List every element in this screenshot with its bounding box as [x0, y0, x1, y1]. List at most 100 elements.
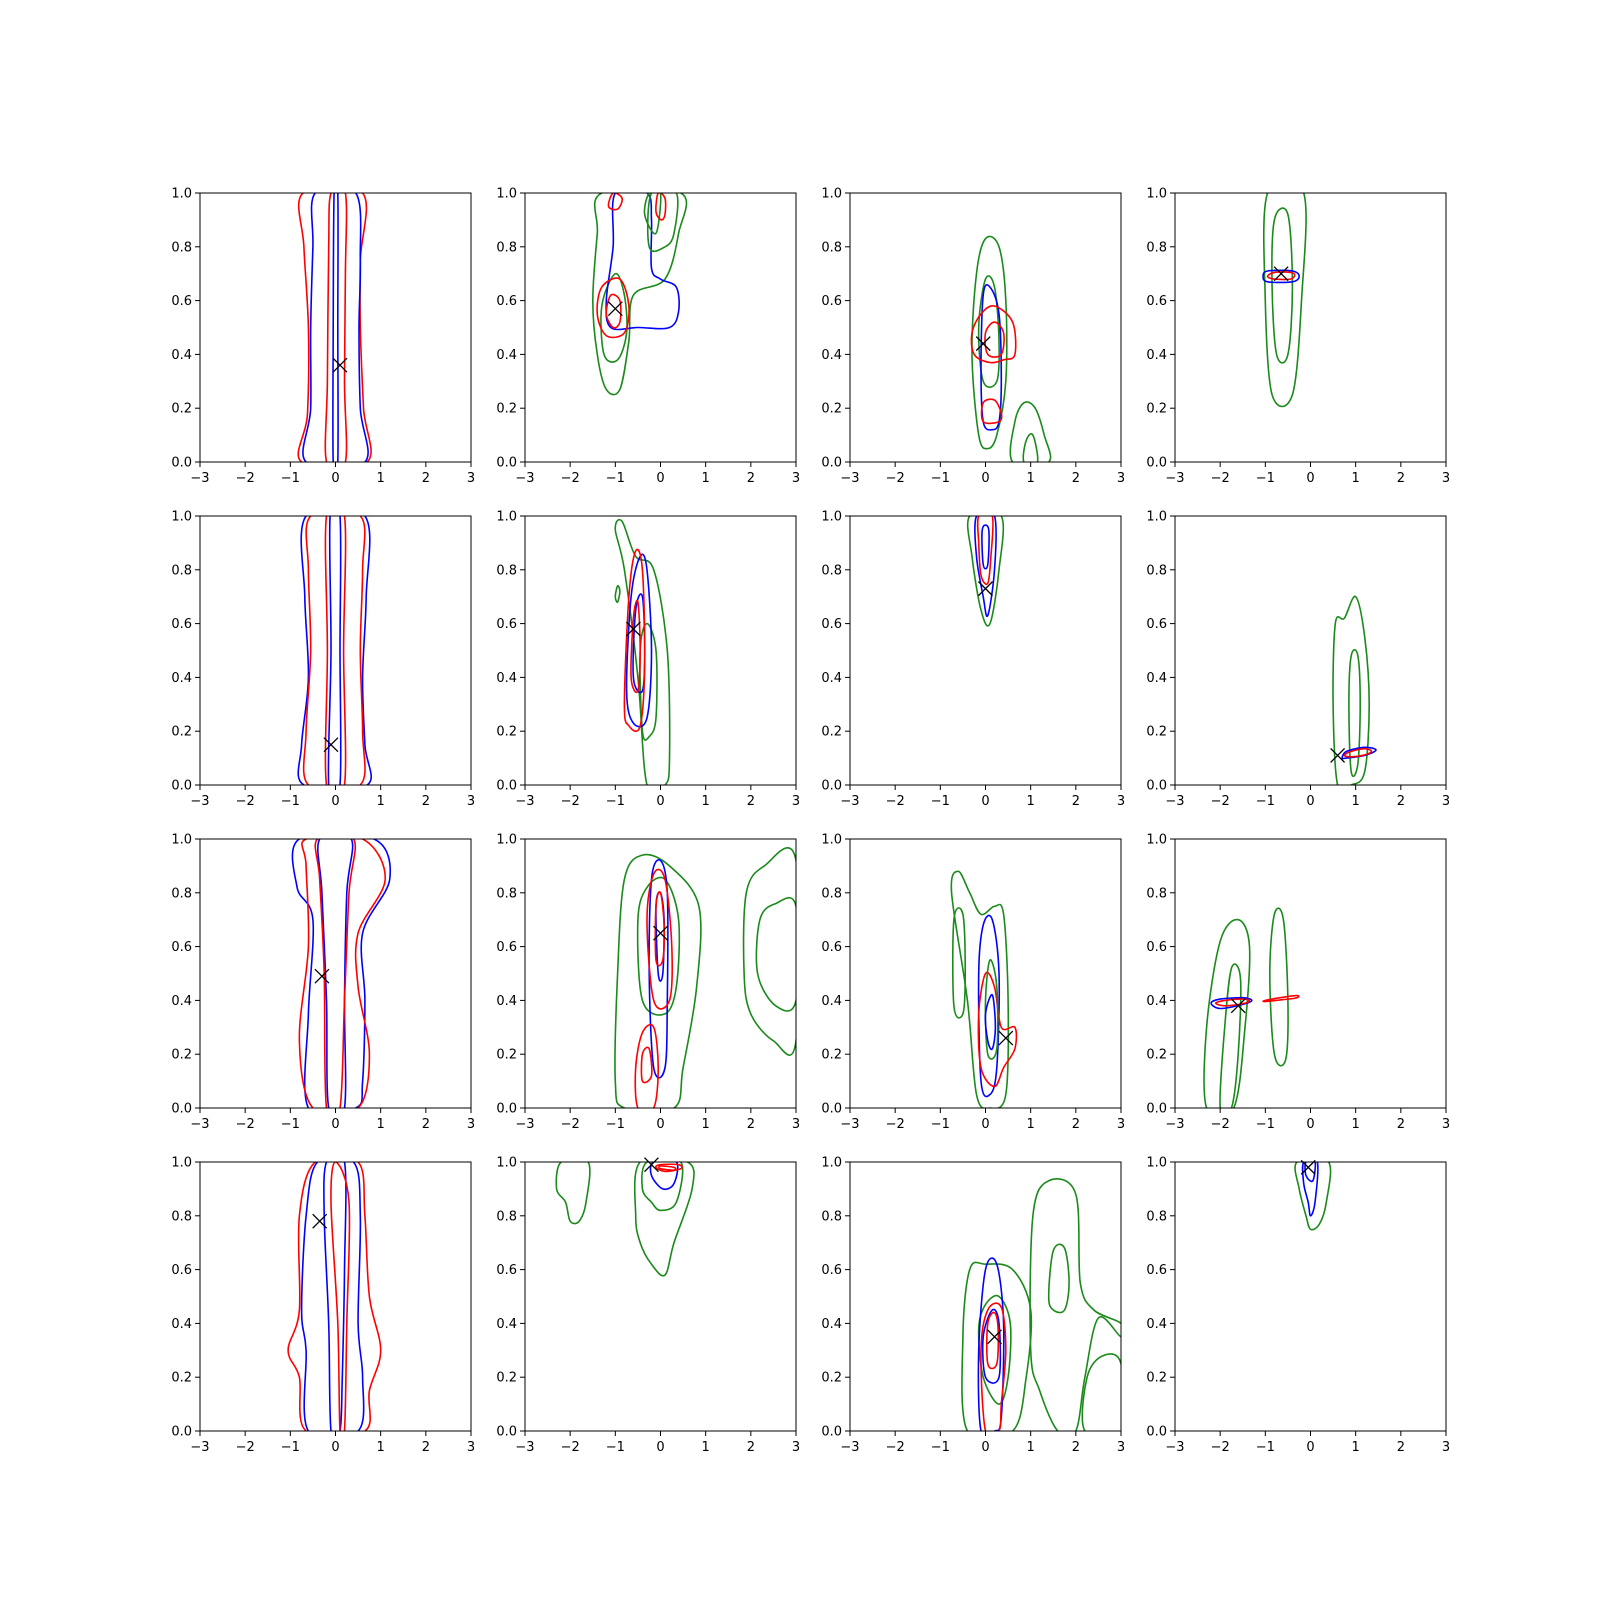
y-tick-label: 0.8 — [496, 240, 517, 255]
x-tick-label: −1 — [281, 1117, 300, 1132]
contour-red-6 — [980, 398, 1003, 425]
y-tick-label: 0.2 — [171, 1048, 192, 1063]
x-tick-label: −2 — [236, 1117, 255, 1132]
axes-frame — [1174, 515, 1447, 786]
x-tick-label: −3 — [515, 794, 534, 809]
contour-green-7 — [614, 584, 621, 604]
y-tick-label: 0.4 — [171, 348, 192, 363]
y-tick-label: 0.6 — [171, 1263, 192, 1278]
contour-red-5 — [1214, 998, 1251, 1007]
y-tick-label: 0.2 — [821, 402, 842, 417]
axes-frame — [849, 192, 1122, 463]
subplot-r2-c2: −3 −2 −1 0 1 2 3 0.0 0.2 0.4 0.6 0.8 1.0 — [496, 510, 800, 810]
contour-blue-1 — [297, 516, 372, 785]
x-tick-label: 1 — [377, 1117, 385, 1132]
marker-stroke-b — [998, 1030, 1014, 1046]
y-tick-label: 0.8 — [821, 886, 842, 901]
contour-blue-3 — [1304, 1162, 1317, 1183]
x-tick-label: 1 — [1027, 1440, 1035, 1455]
y-tick-label: 0.6 — [821, 617, 842, 632]
y-tick-label: 1.0 — [1146, 187, 1167, 202]
contour-group — [1332, 595, 1377, 785]
y-tick-label: 0.4 — [821, 671, 842, 686]
contour-green-7 — [1029, 1178, 1121, 1431]
subplot-r2-c1: −3 −2 −1 0 1 2 3 0.0 0.2 0.4 0.6 0.8 1.0 — [171, 510, 475, 810]
x-tick-label: 3 — [1442, 471, 1450, 486]
x-tick-label: −3 — [1165, 1440, 1184, 1455]
marker-x — [323, 737, 339, 753]
contour-blue-3 — [323, 1162, 347, 1431]
y-tick-label: 0.8 — [1146, 240, 1167, 255]
contour-red-4 — [324, 516, 347, 785]
contour-green-2 — [977, 275, 1000, 388]
x-tick-label: 0 — [981, 1440, 989, 1455]
contour-group — [1203, 907, 1300, 1108]
y-tick-label: 0.6 — [171, 294, 192, 309]
contour-blue-3 — [317, 839, 354, 1108]
x-tick-label: 0 — [981, 471, 989, 486]
axes-frame — [1174, 1161, 1447, 1432]
y-tick-label: 0.6 — [496, 1263, 517, 1278]
x-tick-label: 0 — [1306, 1117, 1314, 1132]
marker-stroke-b — [323, 737, 339, 753]
contour-group — [297, 516, 372, 785]
contour-blue-3 — [625, 553, 653, 728]
contour-red-4 — [970, 304, 1017, 364]
contour-blue-4 — [981, 524, 990, 570]
contour-blue-2 — [1301, 1162, 1319, 1217]
contour-green-3 — [1269, 907, 1289, 1067]
contour-red-6 — [654, 891, 666, 967]
y-tick-label: 0.6 — [1146, 940, 1167, 955]
marker-stroke-b — [312, 1213, 328, 1229]
x-tick-label: 0 — [981, 1117, 989, 1132]
x-tick-label: 0 — [1306, 471, 1314, 486]
y-tick-label: 0.4 — [171, 671, 192, 686]
y-tick-label: 0.6 — [821, 294, 842, 309]
x-tick-label: −1 — [606, 471, 625, 486]
y-tick-label: 0.6 — [496, 617, 517, 632]
axes-frame — [199, 838, 472, 1109]
x-tick-label: 3 — [1442, 794, 1450, 809]
contour-green-10 — [755, 896, 796, 1012]
contour-red-7 — [607, 193, 624, 211]
y-tick-label: 0.2 — [496, 1048, 517, 1063]
y-tick-label: 0.0 — [171, 1425, 192, 1440]
marker-stroke-b — [332, 357, 348, 373]
y-tick-label: 1.0 — [821, 1156, 842, 1171]
x-tick-label: 1 — [1027, 794, 1035, 809]
subplot-r4-c4: −3 −2 −1 0 1 2 3 0.0 0.2 0.4 0.6 0.8 1.0 — [1146, 1156, 1450, 1456]
x-tick-label: −2 — [1211, 471, 1230, 486]
y-tick-label: 0.8 — [1146, 886, 1167, 901]
x-tick-label: −1 — [281, 1440, 300, 1455]
axes-frame — [199, 515, 472, 786]
y-tick-label: 0.6 — [821, 1263, 842, 1278]
contour-blue-3 — [1262, 269, 1300, 284]
y-tick-label: 0.6 — [1146, 1263, 1167, 1278]
contour-green-8 — [1022, 433, 1039, 462]
contour-green-1 — [555, 1162, 591, 1225]
contour-red-5 — [655, 1163, 683, 1173]
x-tick-label: −3 — [190, 471, 209, 486]
x-tick-label: 1 — [377, 794, 385, 809]
y-tick-label: 0.2 — [171, 725, 192, 740]
axes-frame — [849, 1161, 1122, 1432]
contour-group — [950, 870, 1018, 1108]
y-tick-label: 1.0 — [496, 1156, 517, 1171]
y-tick-label: 0.8 — [496, 886, 517, 901]
y-tick-label: 0.2 — [821, 1371, 842, 1386]
x-tick-label: −2 — [886, 471, 905, 486]
contour-green-1 — [1203, 918, 1251, 1108]
y-tick-label: 1.0 — [1146, 833, 1167, 848]
x-tick-label: −3 — [515, 1440, 534, 1455]
x-tick-label: 1 — [1352, 794, 1360, 809]
axes-frame — [524, 192, 797, 463]
y-tick-label: 0.0 — [821, 779, 842, 794]
marker-x — [653, 925, 668, 941]
x-tick-label: 0 — [331, 1440, 339, 1455]
contour-red-2 — [302, 516, 366, 785]
x-tick-label: 3 — [1117, 471, 1125, 486]
x-tick-label: −2 — [236, 471, 255, 486]
x-tick-label: 2 — [1072, 1440, 1080, 1455]
contour-green-1 — [966, 516, 1005, 627]
axes-frame — [849, 515, 1122, 786]
